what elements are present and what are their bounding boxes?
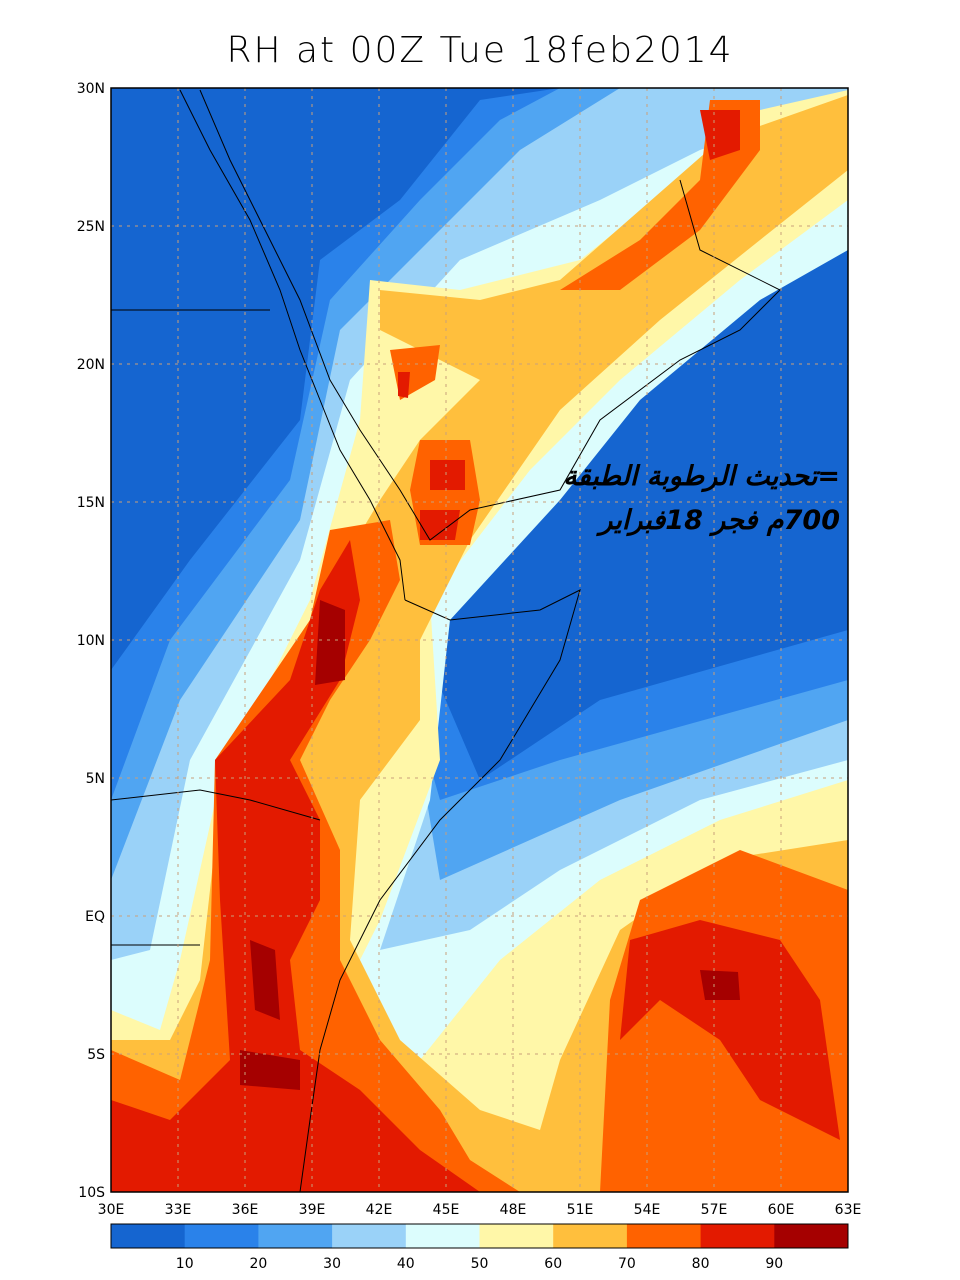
colorbar-swatch bbox=[626, 1224, 702, 1248]
rh-level-80 bbox=[111, 110, 840, 1192]
colorbar-swatch bbox=[405, 1224, 480, 1248]
colorbar-label: 60 bbox=[544, 1256, 562, 1272]
colorbar-label: 20 bbox=[249, 1256, 267, 1272]
colorbar-swatch bbox=[184, 1224, 259, 1248]
colorbar-label: 80 bbox=[692, 1256, 710, 1272]
x-tick-label: 33E bbox=[165, 1202, 192, 1218]
x-tick-label: 51E bbox=[567, 1202, 594, 1218]
grid-lines bbox=[111, 88, 848, 1192]
y-tick-label: 30N bbox=[77, 81, 105, 97]
colorbar-label: 10 bbox=[176, 1256, 194, 1272]
colorbar-swatch bbox=[774, 1224, 849, 1248]
y-tick-label: 10N bbox=[77, 633, 105, 649]
y-tick-label: 15N bbox=[77, 495, 105, 511]
x-tick-label: 39E bbox=[299, 1202, 326, 1218]
x-tick-label: 45E bbox=[433, 1202, 460, 1218]
x-tick-label: 36E bbox=[232, 1202, 259, 1218]
y-tick-label: 5S bbox=[87, 1047, 105, 1063]
x-tick-label: 57E bbox=[701, 1202, 728, 1218]
x-tick-label: 63E bbox=[835, 1202, 862, 1218]
x-tick-label: 30E bbox=[98, 1202, 125, 1218]
colorbar-label: 50 bbox=[471, 1256, 489, 1272]
x-tick-label: 48E bbox=[500, 1202, 527, 1218]
colorbar-label: 90 bbox=[765, 1256, 783, 1272]
plot-frame bbox=[110, 87, 849, 1193]
x-tick-label: 42E bbox=[366, 1202, 393, 1218]
arabic-annotation: =تحديث الرطوبة الطبقة 700م فجر 18فبراير bbox=[563, 455, 840, 543]
colorbar: 10 20 30 40 50 60 70 80 90 bbox=[110, 1223, 849, 1272]
annotation-line2: 700م فجر 18فبراير bbox=[599, 505, 840, 536]
y-tick-label: 25N bbox=[77, 219, 105, 235]
coastlines bbox=[111, 89, 781, 1192]
colorbar-swatch bbox=[479, 1224, 554, 1248]
colorbar-swatch bbox=[332, 1224, 407, 1248]
annotation-line1: =تحديث الرطوبة الطبقة bbox=[563, 461, 840, 492]
colorbar-frame bbox=[110, 1223, 849, 1249]
colorbar-label: 40 bbox=[397, 1256, 415, 1272]
colorbar-label: 30 bbox=[323, 1256, 341, 1272]
colorbar-swatch bbox=[700, 1224, 775, 1248]
y-tick-label: 10S bbox=[78, 1185, 105, 1201]
colorbar-label: 70 bbox=[618, 1256, 636, 1272]
x-tick-label: 54E bbox=[634, 1202, 661, 1218]
colorbar-swatch bbox=[111, 1224, 186, 1248]
x-tick-label: 60E bbox=[768, 1202, 795, 1218]
colorbar-swatch bbox=[553, 1224, 628, 1248]
map-title: RH at 00Z Tue 18feb2014 bbox=[226, 30, 734, 71]
y-tick-label: EQ bbox=[85, 909, 105, 925]
y-tick-label: 20N bbox=[77, 357, 105, 373]
y-tick-label: 5N bbox=[86, 771, 105, 787]
colorbar-swatch bbox=[258, 1224, 333, 1248]
